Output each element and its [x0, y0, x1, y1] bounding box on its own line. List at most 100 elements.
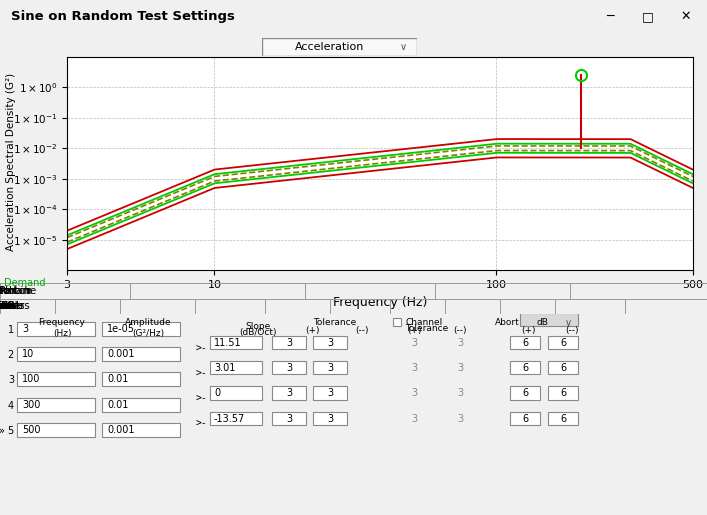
FancyBboxPatch shape [510, 336, 540, 349]
FancyBboxPatch shape [272, 386, 306, 400]
Text: Notch: Notch [0, 286, 16, 296]
FancyBboxPatch shape [313, 362, 347, 374]
FancyBboxPatch shape [548, 411, 578, 424]
Text: S-o-R: S-o-R [0, 301, 15, 312]
FancyBboxPatch shape [17, 372, 95, 386]
Text: -13.57: -13.57 [214, 414, 245, 423]
Text: 3: 3 [327, 414, 333, 423]
Text: Sine on Random Test Settings: Sine on Random Test Settings [11, 10, 235, 23]
Text: (--): (--) [355, 326, 369, 335]
Text: 3: 3 [327, 364, 333, 373]
Text: >-: >- [196, 419, 208, 428]
FancyBboxPatch shape [102, 398, 180, 411]
Text: 3: 3 [411, 388, 417, 399]
FancyBboxPatch shape [262, 38, 417, 56]
Text: >-: >- [196, 368, 208, 379]
Text: 0.001: 0.001 [107, 349, 134, 359]
Text: Frequency
(Hz): Frequency (Hz) [39, 318, 86, 337]
Text: Channels: Channels [0, 301, 25, 312]
Text: Abort: Abort [495, 318, 520, 327]
Text: 2: 2 [8, 350, 14, 360]
Text: 6: 6 [522, 414, 528, 423]
FancyBboxPatch shape [272, 411, 306, 424]
FancyBboxPatch shape [548, 386, 578, 400]
FancyBboxPatch shape [17, 423, 95, 437]
Text: 0.001: 0.001 [107, 424, 134, 435]
Text: Tolerance: Tolerance [405, 324, 448, 333]
Text: 1: 1 [8, 325, 14, 335]
FancyBboxPatch shape [102, 372, 180, 386]
Text: 3.01: 3.01 [214, 364, 235, 373]
Text: Slope: Slope [245, 322, 271, 331]
FancyBboxPatch shape [210, 336, 262, 349]
Text: 6: 6 [522, 388, 528, 399]
FancyBboxPatch shape [210, 362, 262, 374]
Text: 6: 6 [560, 338, 566, 348]
Text: (+): (+) [407, 326, 421, 335]
FancyBboxPatch shape [548, 362, 578, 374]
Text: 0.01: 0.01 [107, 374, 129, 384]
FancyBboxPatch shape [272, 336, 306, 349]
Text: (+): (+) [521, 326, 535, 335]
FancyBboxPatch shape [272, 362, 306, 374]
Text: ✕: ✕ [681, 10, 691, 23]
Text: (+): (+) [305, 326, 320, 335]
Text: Tolerance: Tolerance [313, 318, 356, 327]
FancyBboxPatch shape [313, 411, 347, 424]
FancyBboxPatch shape [548, 336, 578, 349]
Text: Data: Data [0, 301, 13, 312]
Text: 3: 3 [286, 364, 292, 373]
FancyBboxPatch shape [210, 411, 262, 424]
Text: (--): (--) [566, 326, 579, 335]
Text: 3: 3 [8, 375, 14, 385]
Text: ─: ─ [606, 10, 613, 23]
Text: 100: 100 [22, 374, 40, 384]
Text: 300: 300 [22, 400, 40, 409]
FancyBboxPatch shape [510, 386, 540, 400]
Text: 3: 3 [411, 338, 417, 348]
Text: 3: 3 [457, 364, 463, 373]
Text: 3: 3 [457, 414, 463, 423]
Text: FDS Combine: FDS Combine [0, 286, 36, 296]
Text: □: □ [642, 10, 653, 23]
FancyBboxPatch shape [510, 362, 540, 374]
Text: 0.01: 0.01 [107, 400, 129, 409]
Text: 3: 3 [286, 388, 292, 399]
Text: » 5: » 5 [0, 425, 14, 436]
Text: Amplitude
(G²/Hz): Amplitude (G²/Hz) [124, 318, 171, 337]
FancyBboxPatch shape [102, 347, 180, 362]
Text: 3: 3 [457, 388, 463, 399]
Text: 6: 6 [560, 414, 566, 423]
Text: Demand: Demand [4, 278, 45, 288]
Text: Acceleration: Acceleration [296, 42, 365, 52]
Text: Acceleration Spectral Density (G²): Acceleration Spectral Density (G²) [6, 73, 16, 251]
FancyBboxPatch shape [17, 322, 95, 336]
Text: dB: dB [536, 318, 548, 327]
Text: Pre-Test: Pre-Test [0, 301, 21, 312]
Text: >-: >- [196, 393, 208, 403]
Text: 6: 6 [522, 364, 528, 373]
FancyBboxPatch shape [210, 386, 262, 400]
Text: ∨: ∨ [399, 42, 407, 52]
Text: Calc: Calc [0, 301, 12, 312]
Text: 3: 3 [411, 414, 417, 423]
FancyBboxPatch shape [102, 423, 180, 437]
Text: 6: 6 [522, 338, 528, 348]
Text: S-o-R Notch: S-o-R Notch [0, 286, 31, 296]
Text: 1e-05: 1e-05 [107, 324, 135, 334]
X-axis label: Frequency (Hz): Frequency (Hz) [333, 296, 427, 308]
Text: 3: 3 [286, 414, 292, 423]
Text: S-o-R Param: S-o-R Param [0, 286, 33, 296]
Text: 4: 4 [8, 401, 14, 410]
Text: Schedule: Schedule [0, 301, 24, 312]
FancyBboxPatch shape [510, 411, 540, 424]
Text: R-o-R: R-o-R [0, 301, 15, 312]
Text: (--): (--) [453, 326, 467, 335]
Text: Import: Import [0, 286, 18, 296]
FancyBboxPatch shape [313, 336, 347, 349]
Text: ∨: ∨ [564, 318, 571, 328]
FancyBboxPatch shape [520, 313, 578, 326]
FancyBboxPatch shape [393, 318, 401, 326]
FancyBboxPatch shape [17, 398, 95, 411]
Text: Parameters: Parameters [0, 301, 30, 312]
